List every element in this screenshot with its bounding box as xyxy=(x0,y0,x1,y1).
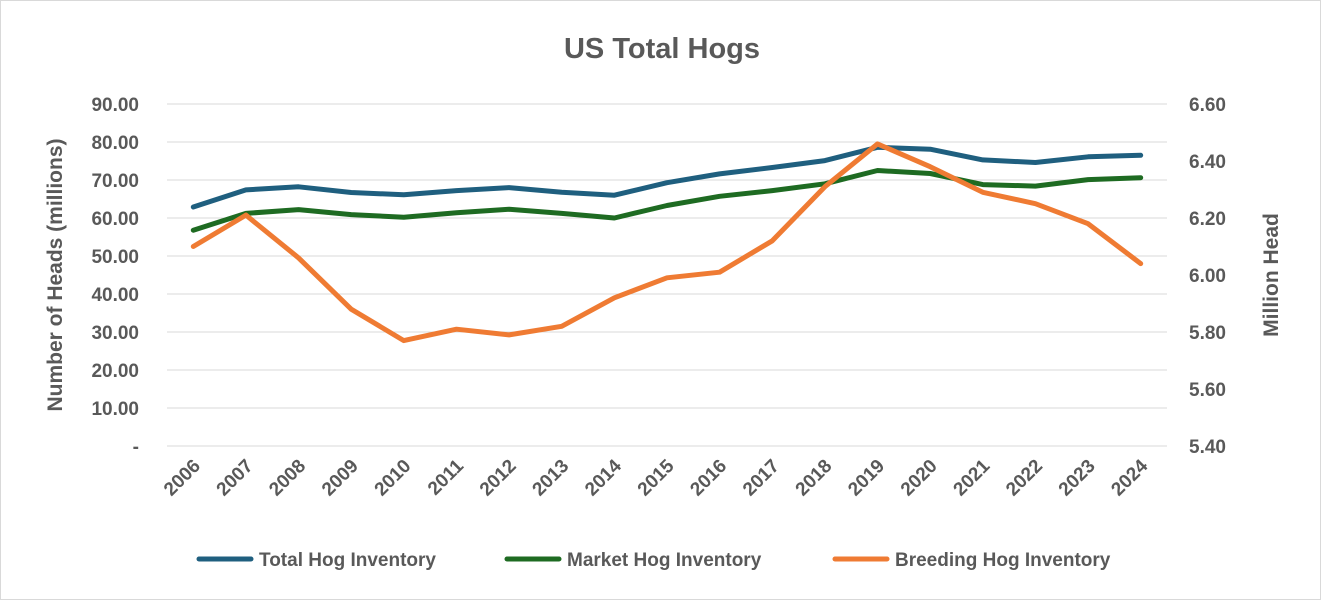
legend-label: Breeding Hog Inventory xyxy=(895,550,1111,571)
right-tick-label: 6.40 xyxy=(1189,152,1226,173)
series-lines xyxy=(190,141,1144,344)
x-tick-label: 2011 xyxy=(424,455,468,499)
chart-title: US Total Hogs xyxy=(564,33,760,65)
x-tick-label: 2015 xyxy=(634,455,679,500)
gridlines xyxy=(167,103,1167,447)
left-tick-label: 50.00 xyxy=(91,247,139,268)
left-tick-label: 80.00 xyxy=(91,133,139,154)
right-tick-label: 6.60 xyxy=(1189,95,1226,116)
left-tick-label: 30.00 xyxy=(91,323,139,344)
x-tick-label: 2008 xyxy=(265,456,310,501)
x-tick-label: 2006 xyxy=(160,456,205,501)
right-tick-label: 5.60 xyxy=(1189,380,1226,401)
left-tick-label: - xyxy=(133,437,139,458)
x-tick-label: 2017 xyxy=(739,456,784,501)
legend: Total Hog Inventory Market Hog Inventory B… xyxy=(196,550,1111,571)
right-tick-label: 6.20 xyxy=(1189,209,1226,230)
left-tick-label: 90.00 xyxy=(91,95,139,116)
x-tick-label: 2018 xyxy=(792,456,837,501)
right-axis-title: Million Head xyxy=(1260,213,1283,337)
left-axis-title: Number of Heads (millions) xyxy=(44,138,67,411)
legend-label: Total Hog Inventory xyxy=(259,550,436,571)
left-tick-label: 20.00 xyxy=(91,361,139,382)
right-axis-ticks: 5.40 5.60 5.80 6.00 6.20 6.40 6.60 xyxy=(1189,95,1226,458)
x-tick-label: 2019 xyxy=(844,456,889,501)
legend-label: Market Hog Inventory xyxy=(567,550,762,571)
x-tick-label: 2012 xyxy=(476,456,521,501)
left-tick-label: 60.00 xyxy=(91,209,139,230)
left-axis-ticks: - 10.00 20.00 30.00 40.00 50.00 60.00 70.00 80.0… xyxy=(91,95,139,458)
x-tick-label: 2020 xyxy=(897,456,942,501)
right-tick-label: 5.40 xyxy=(1189,437,1226,458)
x-tick-label: 2023 xyxy=(1055,456,1100,501)
series-line-total-hog-inventory xyxy=(190,144,1144,210)
x-tick-label: 2009 xyxy=(318,456,363,501)
x-tick-label: 2010 xyxy=(371,456,416,501)
x-tick-label: 2014 xyxy=(581,455,626,500)
right-tick-label: 6.00 xyxy=(1189,266,1226,287)
series-line-breeding-hog-inventory xyxy=(190,141,1144,344)
x-tick-label: 2022 xyxy=(1002,456,1047,501)
left-tick-label: 70.00 xyxy=(91,171,139,192)
left-tick-label: 40.00 xyxy=(91,285,139,306)
right-tick-label: 5.80 xyxy=(1189,323,1226,344)
x-tick-label: 2016 xyxy=(686,456,731,501)
x-tick-label: 2021 xyxy=(950,455,995,500)
x-axis-ticks: 2006 2007 2008 2009 2010 2011 2012 2013 2014 2015… xyxy=(160,455,1152,500)
series-line-market-hog-inventory xyxy=(190,168,1144,233)
x-tick-label: 2013 xyxy=(529,456,574,501)
x-tick-label: 2024 xyxy=(1107,455,1152,500)
left-tick-label: 10.00 xyxy=(91,399,139,420)
x-tick-label: 2007 xyxy=(213,456,258,501)
